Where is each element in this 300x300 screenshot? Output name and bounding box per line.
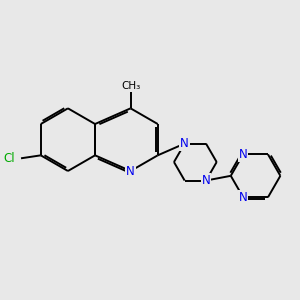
Text: N: N [239,191,248,204]
Text: CH₃: CH₃ [121,81,140,91]
Text: N: N [126,164,135,178]
Text: Cl: Cl [3,152,15,165]
Text: N: N [180,137,189,150]
Text: N: N [202,174,210,187]
Text: N: N [239,148,248,161]
